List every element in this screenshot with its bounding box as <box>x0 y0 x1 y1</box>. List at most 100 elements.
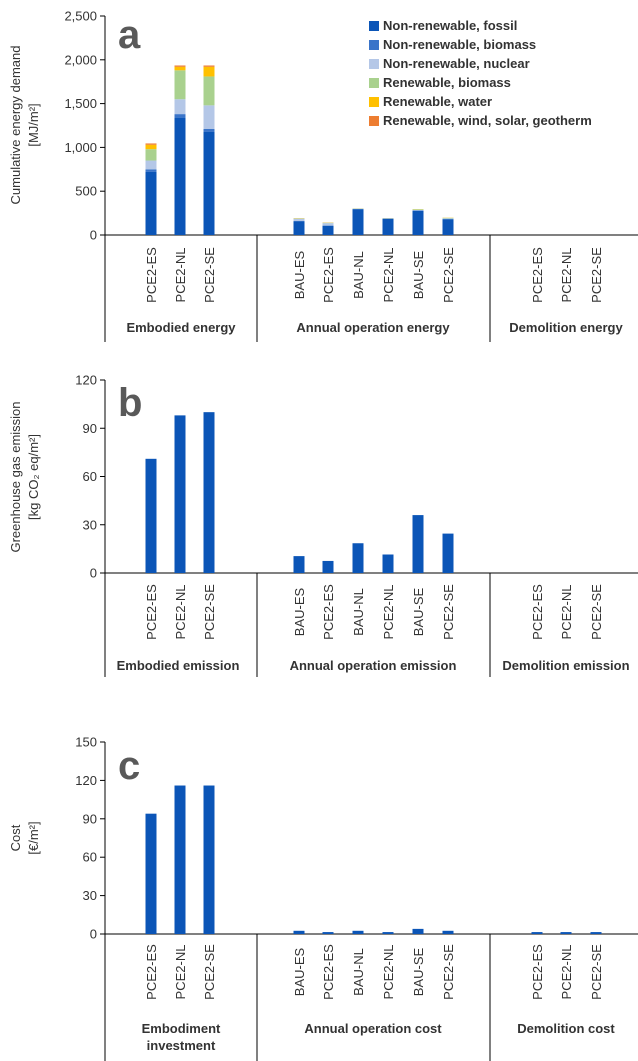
y-tick-label: 60 <box>83 850 97 865</box>
y-tick-label: 1,500 <box>64 96 97 111</box>
legend-label: Renewable, biomass <box>383 75 511 90</box>
bar <box>382 554 394 573</box>
y-tick-label: 2,000 <box>64 52 97 67</box>
category-label: PCE2-NL <box>173 248 188 303</box>
bar-segment <box>203 105 215 130</box>
group-label: Embodiment <box>142 1021 221 1036</box>
bar-segment <box>203 65 215 67</box>
category-label: BAU-ES <box>292 250 307 299</box>
bar-segment <box>382 218 394 235</box>
legend-label: Renewable, wind, solar, geotherm <box>383 113 592 128</box>
legend-swatch <box>369 78 379 88</box>
category-label: PCE2-SE <box>441 584 456 640</box>
y-tick-label: 90 <box>83 421 97 436</box>
category-label: PCE2-SE <box>589 247 604 303</box>
bar-segment <box>145 160 157 170</box>
category-label: BAU-ES <box>292 947 307 996</box>
y-axis-label: Cost <box>8 824 23 851</box>
group-label: Annual operation energy <box>296 320 450 335</box>
bar-segment <box>412 210 424 235</box>
bar-segment <box>174 65 186 67</box>
bar-segment <box>322 223 334 226</box>
category-label: PCE2-ES <box>530 584 545 640</box>
category-label: PCE2-NL <box>381 945 396 1000</box>
category-label: PCE2-NL <box>173 585 188 640</box>
bar-segment <box>293 221 305 235</box>
bar-segment <box>145 149 157 161</box>
y-axis-label: [kg CO₂ eq/m²] <box>26 434 41 520</box>
y-tick-label: 1,000 <box>64 140 97 155</box>
group-label: Demolition emission <box>502 658 629 673</box>
category-label: PCE2-NL <box>381 248 396 303</box>
category-label: PCE2-NL <box>559 585 574 640</box>
bar-segment <box>203 131 215 235</box>
bar <box>412 928 424 934</box>
bar <box>322 932 334 934</box>
bar-segment <box>442 219 454 235</box>
bar <box>590 932 602 934</box>
bar <box>293 930 305 934</box>
legend-label: Renewable, water <box>383 94 492 109</box>
y-axis-label: Cumulative energy demand <box>8 46 23 205</box>
group-label: Embodied energy <box>126 320 236 335</box>
legend-label: Non-renewable, nuclear <box>383 56 530 71</box>
bar <box>352 930 364 934</box>
y-tick-label: 500 <box>75 184 97 199</box>
y-tick-label: 120 <box>75 773 97 788</box>
category-label: PCE2-ES <box>530 247 545 303</box>
category-label: PCE2-NL <box>559 248 574 303</box>
category-label: PCE2-SE <box>589 584 604 640</box>
legend-label: Non-renewable, fossil <box>383 18 517 33</box>
category-label: PCE2-ES <box>321 584 336 640</box>
y-axis-label: [€/m²] <box>26 821 41 854</box>
bar <box>203 785 215 934</box>
bar-segment <box>174 117 186 235</box>
y-tick-label: 120 <box>75 373 97 388</box>
group-label: Embodied emission <box>117 658 240 673</box>
bar <box>203 412 215 573</box>
bar <box>442 930 454 934</box>
bar-segment <box>145 171 157 235</box>
category-label: BAU-SE <box>411 587 426 636</box>
panel-label: c <box>118 744 140 788</box>
y-tick-label: 90 <box>83 811 97 826</box>
bar <box>322 560 334 573</box>
legend-swatch <box>369 116 379 126</box>
category-label: PCE2-ES <box>530 944 545 1000</box>
y-tick-label: 30 <box>83 888 97 903</box>
legend-swatch <box>369 40 379 50</box>
category-label: PCE2-ES <box>144 247 159 303</box>
bar <box>382 932 394 934</box>
bar <box>442 533 454 573</box>
group-label: Annual operation emission <box>290 658 457 673</box>
category-label: BAU-SE <box>411 947 426 996</box>
y-tick-label: 60 <box>83 469 97 484</box>
bar <box>174 785 186 934</box>
category-label: PCE2-SE <box>441 944 456 1000</box>
panel-label: b <box>118 381 142 425</box>
category-label: PCE2-NL <box>173 945 188 1000</box>
y-tick-label: 2,500 <box>64 9 97 24</box>
category-label: PCE2-NL <box>381 585 396 640</box>
panel-label: a <box>118 13 141 57</box>
legend-swatch <box>369 59 379 69</box>
bar-segment <box>203 76 215 106</box>
y-tick-label: 0 <box>90 228 97 243</box>
category-label: PCE2-ES <box>321 944 336 1000</box>
category-label: BAU-SE <box>411 250 426 299</box>
category-label: PCE2-ES <box>321 247 336 303</box>
group-label: Demolition cost <box>517 1021 615 1036</box>
bar <box>412 515 424 573</box>
y-tick-label: 0 <box>90 927 97 942</box>
bar-segment <box>174 114 186 118</box>
bar <box>560 932 572 934</box>
bar <box>352 543 364 573</box>
bar <box>174 415 186 573</box>
bar-segment <box>145 169 157 172</box>
bar-segment <box>322 225 334 235</box>
y-tick-label: 150 <box>75 735 97 750</box>
category-label: BAU-ES <box>292 587 307 636</box>
category-label: PCE2-SE <box>441 247 456 303</box>
bar-segment <box>174 99 186 115</box>
